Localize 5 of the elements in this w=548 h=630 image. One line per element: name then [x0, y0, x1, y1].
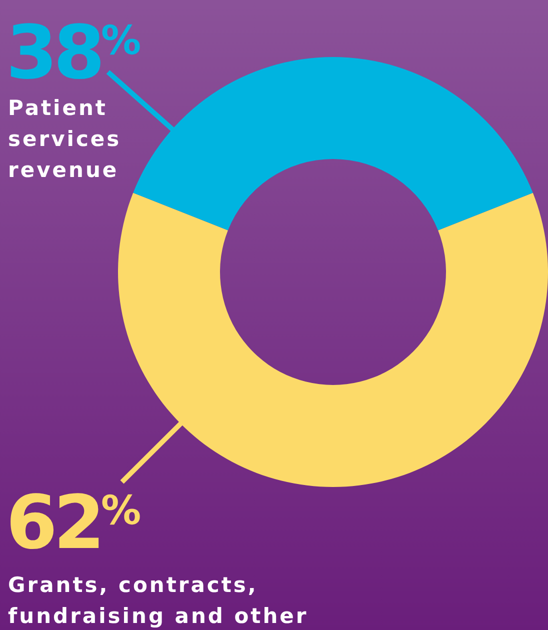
- data-label: 62$^{%}$: [6, 480, 142, 566]
- slice-label: Grants, contracts, fundraising and other: [8, 573, 308, 628]
- slice-label: Patient services revenue: [8, 96, 122, 182]
- donut-slice: [118, 192, 548, 487]
- data-label: 38$^{%}$: [6, 10, 142, 96]
